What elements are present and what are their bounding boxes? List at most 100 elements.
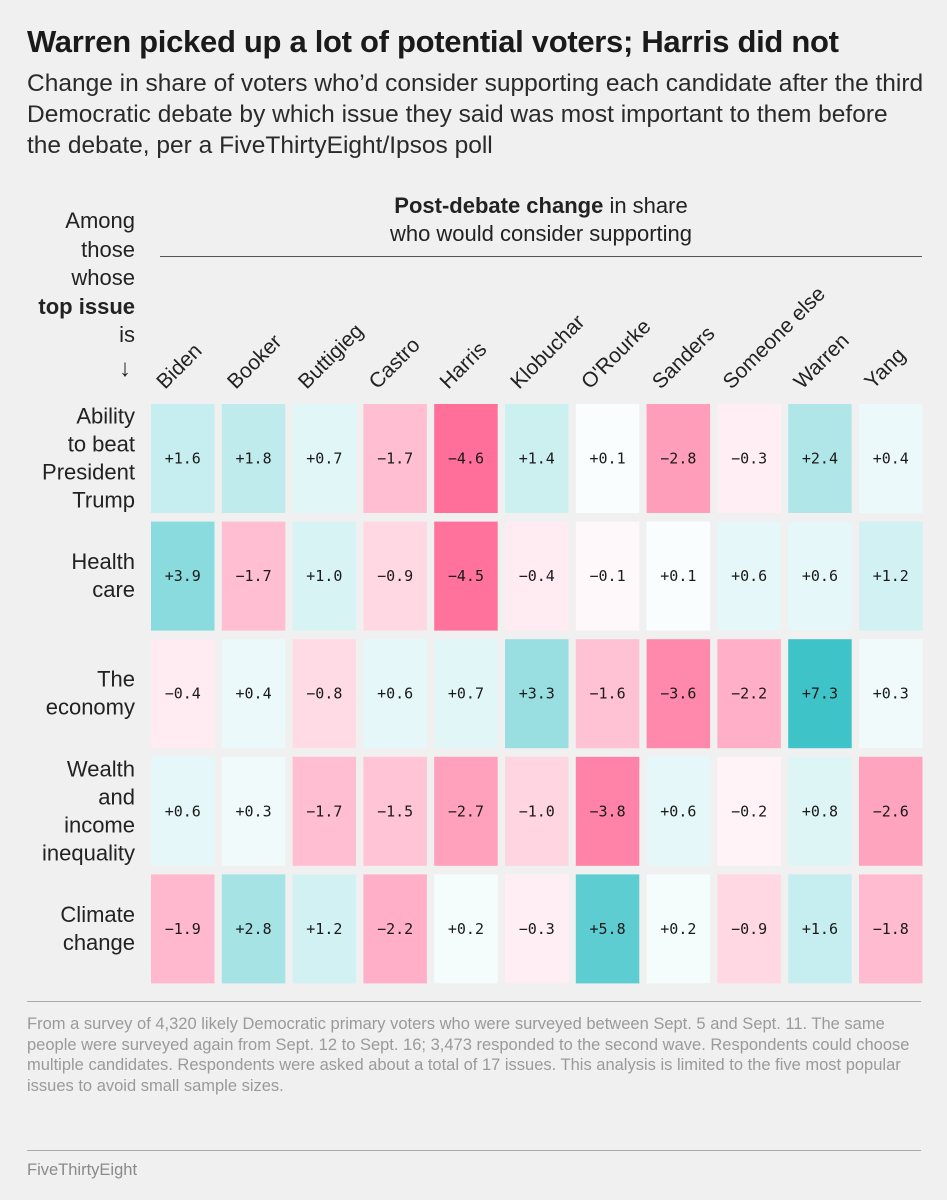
heatmap-cell — [151, 404, 215, 513]
row-header-line: those — [81, 236, 135, 262]
cell-value-label: −1.8 — [873, 920, 909, 938]
cell-value-label: +3.3 — [519, 685, 555, 703]
cell-value-label: +2.4 — [802, 450, 838, 468]
heatmap-cell — [859, 756, 923, 866]
row-header-line: whose — [71, 265, 135, 290]
cell-value-label: −4.5 — [448, 567, 484, 585]
source-divider — [27, 1150, 921, 1151]
footnote-divider — [27, 1001, 921, 1002]
heatmap-cell — [788, 756, 852, 866]
heatmap-cell — [434, 404, 498, 513]
cell-value-label: −3.8 — [589, 802, 625, 820]
cell-value-label: −1.6 — [589, 685, 625, 703]
cell-value-label: −1.7 — [377, 450, 413, 468]
heatmap-cell — [151, 874, 215, 984]
row-header-line: Among — [65, 208, 135, 233]
heatmap-cell — [363, 521, 427, 631]
cell-value-label: +7.3 — [802, 685, 838, 703]
heatmap-cell — [717, 756, 781, 866]
cell-value-label: +0.3 — [873, 685, 909, 703]
cell-value-label: +1.6 — [165, 450, 201, 468]
heatmap-cell — [717, 521, 781, 631]
heatmap-cell — [151, 521, 215, 631]
column-label: Buttigieg — [294, 319, 368, 393]
heatmap-cell — [788, 404, 852, 513]
chart-subtitle: Change in share of voters who’d consider… — [27, 70, 924, 159]
cell-value-label: −1.5 — [377, 802, 413, 820]
cell-value-label: +0.6 — [165, 802, 201, 820]
heatmap-cell — [575, 874, 640, 984]
row-header-line: is — [119, 322, 135, 347]
cell-value-label: −3.6 — [660, 685, 696, 703]
heatmap-cell — [434, 874, 498, 984]
cell-value-label: −0.9 — [377, 567, 413, 585]
cell-value-label: +0.7 — [306, 450, 342, 468]
cell-value-label: −0.2 — [731, 802, 767, 820]
cell-value-label: +0.3 — [235, 802, 271, 820]
heatmap-cell — [221, 874, 286, 984]
cell-value-label: −0.3 — [731, 450, 767, 468]
cell-value-label: +1.6 — [802, 920, 838, 938]
heatmap-cell — [575, 639, 640, 749]
heatmap-cell — [221, 756, 286, 866]
heatmap-cell — [505, 521, 569, 631]
column-header-rest: in share — [603, 193, 688, 218]
heatmap-cell — [646, 874, 711, 984]
heatmap-cell — [646, 756, 711, 866]
column-label: Yang — [860, 344, 910, 394]
cell-value-label: +0.6 — [802, 567, 838, 585]
heatmap-cell — [363, 639, 427, 749]
down-arrow-icon: ↓ — [119, 354, 131, 382]
column-label: Warren — [789, 329, 853, 393]
heatmap-cell — [646, 521, 711, 631]
cell-value-label: +1.0 — [306, 567, 342, 585]
row-label: Health care — [71, 549, 135, 602]
column-label: Harris — [435, 338, 491, 394]
cell-value-label: −0.4 — [165, 685, 201, 703]
heatmap-cell — [575, 404, 640, 513]
heatmap-cell — [788, 874, 852, 984]
heatmap-cell — [788, 521, 852, 631]
heatmap-cell — [363, 874, 427, 984]
cell-value-label: +1.2 — [306, 920, 342, 938]
cell-value-label: −1.7 — [235, 567, 271, 585]
heatmap-cell — [717, 874, 781, 984]
heatmap-cell — [505, 639, 569, 749]
heatmap-cell — [505, 874, 569, 984]
heatmap-cell — [292, 756, 357, 866]
column-label: Sanders — [648, 322, 720, 394]
cell-value-label: +0.2 — [660, 920, 696, 938]
heatmap-cell — [575, 521, 640, 631]
heatmap-cell — [292, 521, 357, 631]
row-label: Ability to beat President Trump — [42, 404, 135, 513]
cell-value-label: +0.1 — [660, 567, 696, 585]
heatmap-cell — [434, 756, 498, 866]
cell-value-label: −2.8 — [660, 450, 696, 468]
column-axis-header: Post-debate change in share who would co… — [160, 192, 922, 248]
cell-value-label: −2.2 — [377, 920, 413, 938]
cell-value-label: +3.9 — [165, 567, 201, 585]
cell-value-label: −0.3 — [519, 920, 555, 938]
heatmap-cell — [363, 756, 427, 866]
heatmap-cell — [151, 639, 215, 749]
column-header-line2: who would consider supporting — [389, 221, 693, 246]
column-label: Klobuchar — [506, 310, 589, 393]
cell-value-label: +5.8 — [589, 920, 625, 938]
heatmap-cell — [292, 874, 357, 984]
cell-value-label: +1.4 — [519, 450, 555, 468]
column-header-strong: Post-debate change — [394, 193, 604, 218]
cell-value-label: −2.6 — [873, 802, 909, 820]
cell-value-label: +0.2 — [448, 920, 484, 938]
footnote: From a survey of 4,320 likely Democratic… — [27, 1015, 910, 1095]
chart-title: Warren picked up a lot of potential vote… — [27, 24, 839, 59]
row-label: The economy — [46, 667, 135, 720]
heatmap-cell — [505, 756, 569, 866]
cell-value-label: −2.7 — [448, 802, 484, 820]
row-label: Climate change — [60, 902, 135, 955]
cell-value-label: +1.2 — [873, 567, 909, 585]
cell-value-label: +0.7 — [448, 685, 484, 703]
cell-value-label: +0.8 — [802, 802, 838, 820]
heatmap-cell — [646, 639, 711, 749]
column-label: Biden — [152, 339, 206, 393]
heatmap-cell — [646, 404, 711, 513]
